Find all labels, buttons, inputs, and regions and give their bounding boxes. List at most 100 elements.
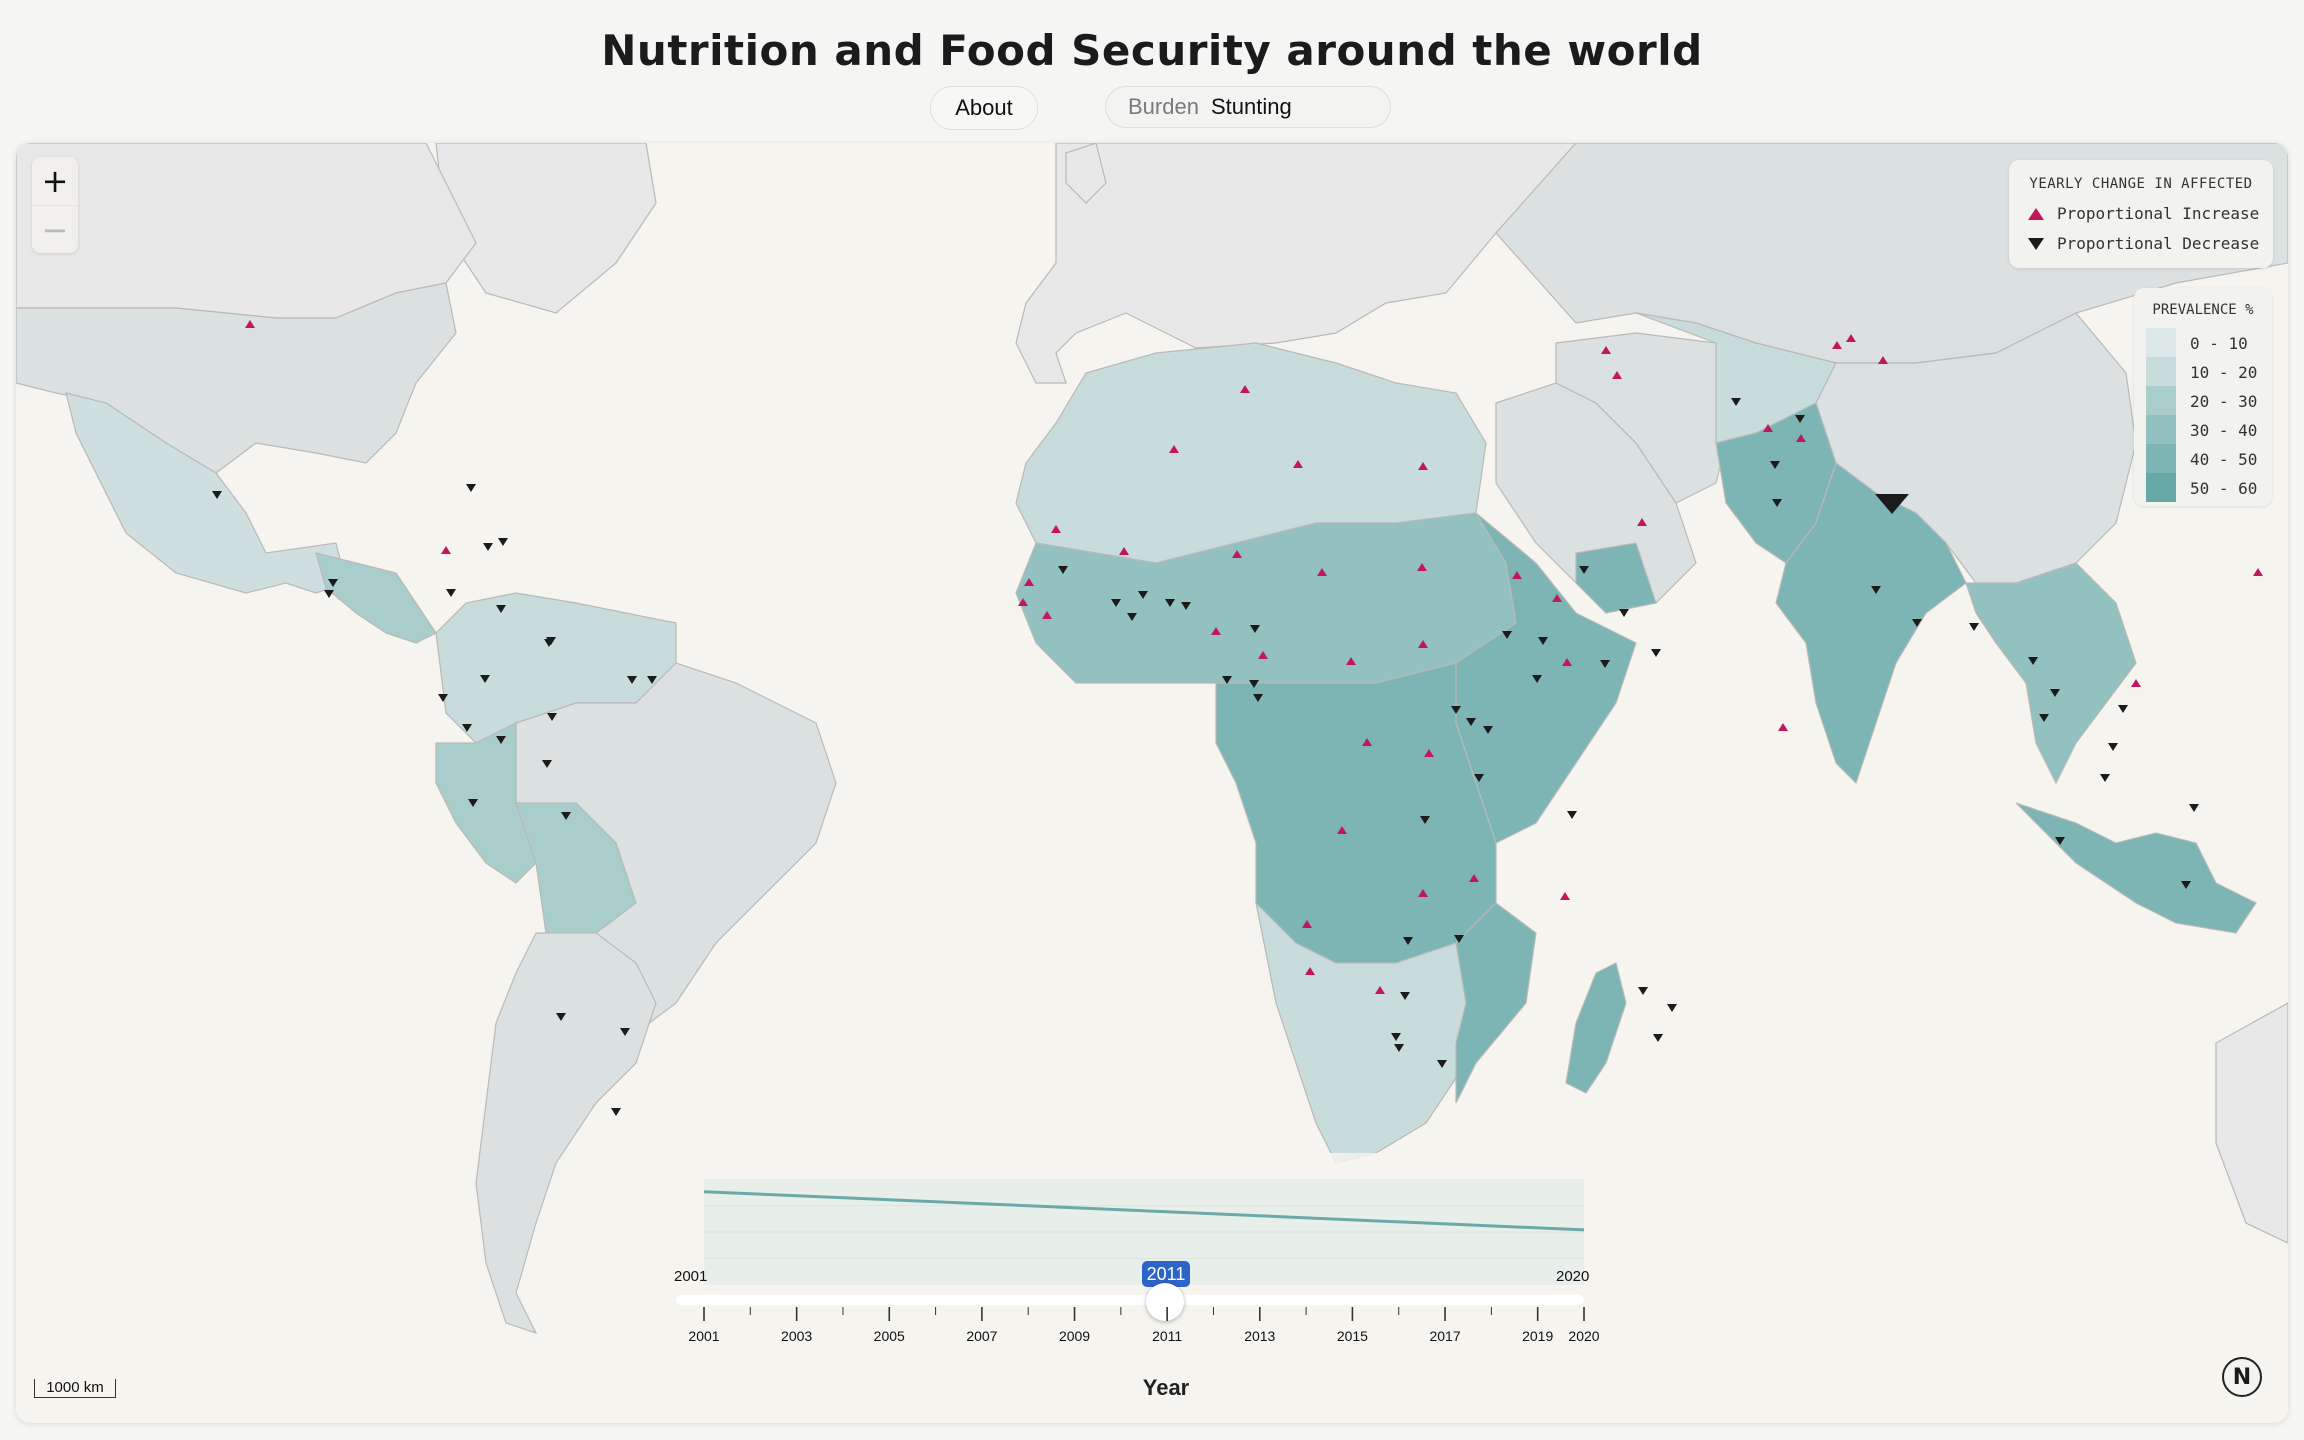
decrease-marker[interactable] xyxy=(1651,649,1661,657)
decrease-marker[interactable] xyxy=(2108,743,2118,751)
decrease-marker[interactable] xyxy=(647,676,657,684)
decrease-marker[interactable] xyxy=(1871,586,1881,594)
decrease-marker[interactable] xyxy=(1532,675,1542,683)
increase-marker[interactable] xyxy=(1293,460,1303,468)
increase-marker[interactable] xyxy=(1258,651,1268,659)
increase-marker[interactable] xyxy=(1846,334,1856,342)
decrease-marker[interactable] xyxy=(546,637,556,645)
country-mozambique[interactable] xyxy=(1455,902,1537,1104)
year-slider-track[interactable] xyxy=(676,1295,1584,1305)
decrease-marker[interactable] xyxy=(466,484,476,492)
decrease-marker[interactable] xyxy=(1451,706,1461,714)
decrease-marker[interactable] xyxy=(2028,657,2038,665)
zoom-in-button[interactable]: + xyxy=(41,162,69,200)
decrease-marker[interactable] xyxy=(620,1028,630,1036)
decrease-marker[interactable] xyxy=(1567,811,1577,819)
increase-marker[interactable] xyxy=(1417,563,1427,571)
decrease-marker[interactable] xyxy=(1437,1060,1447,1068)
country-india[interactable] xyxy=(1775,462,1967,785)
decrease-marker[interactable] xyxy=(2055,837,2065,845)
decrease-marker[interactable] xyxy=(2189,804,2199,812)
increase-marker[interactable] xyxy=(2131,679,2141,687)
increase-marker[interactable] xyxy=(1362,738,1372,746)
decrease-marker[interactable] xyxy=(542,760,552,768)
country-indonesia[interactable] xyxy=(2015,802,2257,934)
decrease-marker[interactable] xyxy=(1058,566,1068,574)
increase-marker[interactable] xyxy=(1796,434,1806,442)
country-uk[interactable] xyxy=(1065,143,1107,204)
north-arrow-button[interactable]: N xyxy=(2222,1357,2262,1397)
decrease-marker[interactable] xyxy=(328,579,338,587)
increase-marker[interactable] xyxy=(1469,874,1479,882)
increase-marker[interactable] xyxy=(1418,640,1428,648)
increase-marker[interactable] xyxy=(1211,627,1221,635)
increase-marker[interactable] xyxy=(1169,445,1179,453)
increase-marker[interactable] xyxy=(1051,525,1061,533)
increase-marker[interactable] xyxy=(1232,550,1242,558)
increase-marker[interactable] xyxy=(245,320,255,328)
increase-marker[interactable] xyxy=(1637,518,1647,526)
decrease-marker[interactable] xyxy=(627,676,637,684)
increase-marker[interactable] xyxy=(1763,424,1773,432)
decrease-marker[interactable] xyxy=(1772,499,1782,507)
decrease-marker[interactable] xyxy=(2181,881,2191,889)
increase-marker[interactable] xyxy=(1778,723,1788,731)
decrease-marker[interactable] xyxy=(1111,599,1121,607)
increase-marker[interactable] xyxy=(1119,547,1129,555)
decrease-marker[interactable] xyxy=(2118,705,2128,713)
decrease-marker[interactable] xyxy=(1912,619,1922,627)
decrease-marker[interactable] xyxy=(498,538,508,546)
decrease-marker[interactable] xyxy=(1619,609,1629,617)
country-horn-of-africa[interactable] xyxy=(1455,512,1637,844)
world-map[interactable] xyxy=(16,143,2288,1423)
decrease-marker[interactable] xyxy=(611,1108,621,1116)
increase-marker[interactable] xyxy=(1612,371,1622,379)
decrease-marker[interactable] xyxy=(1969,623,1979,631)
increase-marker[interactable] xyxy=(1424,749,1434,757)
decrease-marker[interactable] xyxy=(1731,398,1741,406)
increase-marker[interactable] xyxy=(1418,462,1428,470)
country-iran[interactable] xyxy=(1555,332,1737,504)
increase-marker[interactable] xyxy=(1337,826,1347,834)
country-central-america[interactable] xyxy=(315,552,437,644)
decrease-marker[interactable] xyxy=(480,675,490,683)
increase-marker[interactable] xyxy=(1024,578,1034,586)
decrease-marker[interactable] xyxy=(438,694,448,702)
decrease-marker[interactable] xyxy=(1394,1044,1404,1052)
decrease-marker[interactable] xyxy=(1250,625,1260,633)
decrease-marker[interactable] xyxy=(468,799,478,807)
increase-marker[interactable] xyxy=(1302,920,1312,928)
increase-marker[interactable] xyxy=(1601,346,1611,354)
increase-marker[interactable] xyxy=(1560,892,1570,900)
increase-marker[interactable] xyxy=(1832,341,1842,349)
decrease-marker[interactable] xyxy=(1138,591,1148,599)
decrease-marker[interactable] xyxy=(1579,566,1589,574)
decrease-marker[interactable] xyxy=(1454,935,1464,943)
decrease-marker[interactable] xyxy=(1770,461,1780,469)
increase-marker[interactable] xyxy=(1512,571,1522,579)
increase-marker[interactable] xyxy=(1418,889,1428,897)
decrease-marker[interactable] xyxy=(1249,680,1259,688)
increase-marker[interactable] xyxy=(1042,611,1052,619)
decrease-marker[interactable] xyxy=(2050,689,2060,697)
country-bolivia[interactable] xyxy=(515,802,637,934)
decrease-marker[interactable] xyxy=(556,1013,566,1021)
decrease-marker[interactable] xyxy=(2100,774,2110,782)
decrease-marker[interactable] xyxy=(1181,602,1191,610)
decrease-marker[interactable] xyxy=(1795,415,1805,423)
increase-marker[interactable] xyxy=(1317,568,1327,576)
decrease-marker[interactable] xyxy=(547,713,557,721)
decrease-marker-large[interactable] xyxy=(1875,494,1909,514)
decrease-marker[interactable] xyxy=(1165,599,1175,607)
decrease-marker[interactable] xyxy=(561,812,571,820)
decrease-marker[interactable] xyxy=(1466,718,1476,726)
decrease-marker[interactable] xyxy=(1400,992,1410,1000)
decrease-marker[interactable] xyxy=(1222,676,1232,684)
decrease-marker[interactable] xyxy=(1653,1034,1663,1042)
country-europe[interactable] xyxy=(1015,143,1577,384)
decrease-marker[interactable] xyxy=(1483,726,1493,734)
decrease-marker[interactable] xyxy=(1127,613,1137,621)
decrease-marker[interactable] xyxy=(324,590,334,598)
increase-marker[interactable] xyxy=(1240,385,1250,393)
map-panel[interactable]: + − YEARLY CHANGE IN AFFECTED Proportion… xyxy=(16,143,2288,1423)
